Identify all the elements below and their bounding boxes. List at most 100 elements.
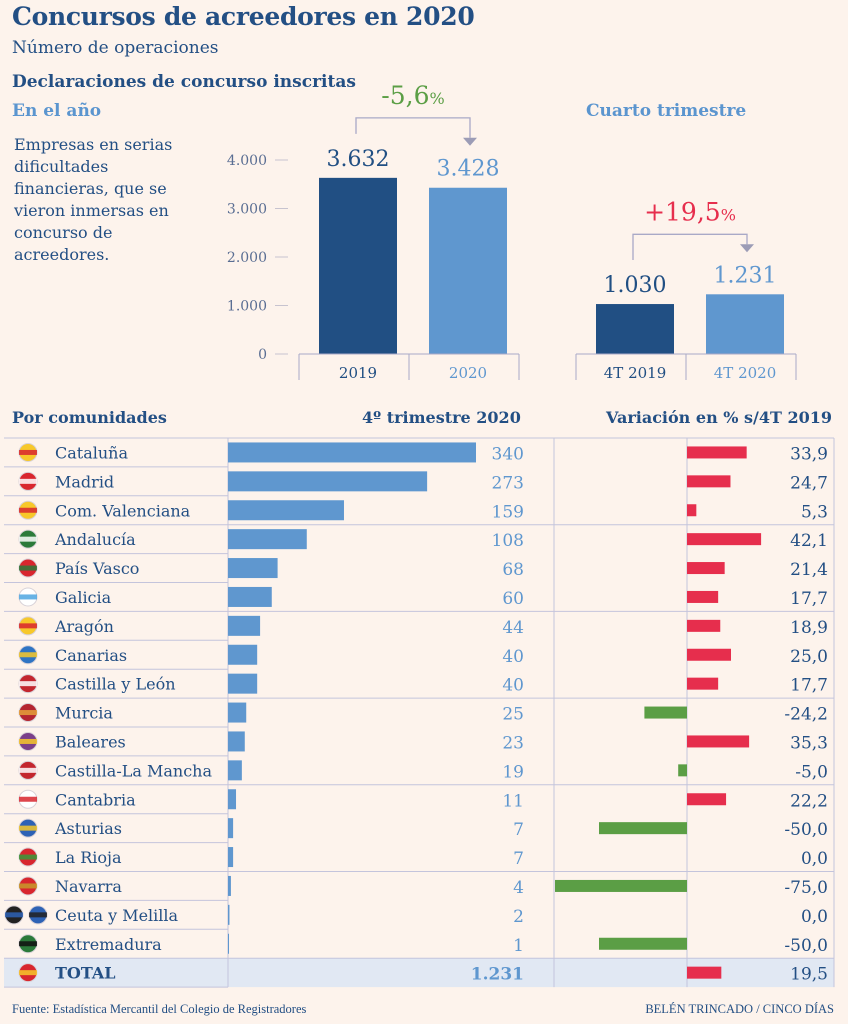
variation-value-label: 17,7 [790,589,828,609]
variation-value-label: -5,0 [795,762,828,782]
chart-quarter-title: Cuarto trimestre [586,101,747,121]
variation-bar-negative [644,706,687,719]
flag-murcia-icon [18,703,38,723]
variation-bar-negative [678,764,687,777]
region-name: Castilla y León [55,675,176,694]
q4-bar [228,731,245,752]
q4-bar [228,702,247,723]
q4-value-label: 108 [492,531,524,551]
year-bar-2019 [319,177,397,354]
variation-bar-positive [687,735,750,748]
region-name: Asturias [54,819,122,838]
flag-castilla-leon-icon [18,674,38,694]
quarter-change-value: +19,5 [644,197,721,226]
flag-galicia-icon [18,587,38,607]
variation-value-label: -24,2 [784,705,828,725]
variation-bar-negative [599,937,687,950]
q4-value-label: 7 [513,820,524,840]
year-change-bracket [355,117,471,138]
flag-cantabria-icon [18,789,38,809]
y-tick-label: 0 [258,347,267,363]
q4-bar [228,875,231,896]
variation-value-label: 5,3 [801,502,828,522]
total-label: TOTAL [55,964,116,983]
flag-navarra-icon [18,876,38,896]
variation-bar-positive [687,966,722,979]
q4-bar [228,586,272,607]
q4-bar [228,818,234,839]
region-name: Aragón [54,617,114,636]
q4-bar [228,673,258,694]
q4-value-label: 11 [502,791,524,811]
q4-bar [228,847,234,868]
flag-stripe [5,912,23,918]
quarter-arrow-icon [740,244,754,253]
flag-la-rioja-icon [18,847,38,867]
flag-stripe [19,796,37,802]
q4-value-label: 44 [502,618,524,638]
q4-bar [228,615,261,636]
region-name: Com. Valenciana [55,501,191,520]
flag-stripe [19,478,37,484]
flag-ceuta-melilla-icon [4,905,24,925]
flag-canarias-icon [18,645,38,665]
flag-stripe [19,652,37,658]
q4-value-label: 1 [513,936,524,956]
variation-value-label: -75,0 [784,878,828,898]
variation-value-label: 18,9 [790,618,828,638]
quarter-value-label: 1.231 [714,263,777,288]
table-header-region: Por comunidades [12,408,167,427]
flag-stripe [19,970,37,976]
y-tick-label: 2.000 [227,250,267,266]
variation-bar-positive [687,533,762,546]
variation-value-label: 33,9 [790,444,828,464]
source-note: Fuente: Estadística Mercantil del Colegi… [12,1002,307,1016]
variation-bar-positive [687,446,747,459]
year-arrow-icon [463,137,477,146]
variation-value-label: 22,2 [790,791,828,811]
region-name: Cataluña [55,443,128,462]
flag-stripe [19,536,37,542]
q4-value-label: 2 [513,907,524,927]
variation-bar-positive [687,504,697,517]
flag-cataluna-icon [18,442,38,462]
q4-bar [228,471,428,492]
variation-value-label: 35,3 [790,733,828,753]
flag-andalucia-icon [18,529,38,549]
variation-value-label: 24,7 [790,473,828,493]
y-tick-label: 3.000 [227,202,267,218]
year-value-label: 3.632 [327,147,390,172]
variation-value-label: 17,7 [790,676,828,696]
variation-value-label: 25,0 [790,647,828,667]
region-name: Extremadura [55,935,162,954]
q4-bar [228,933,229,954]
variation-bar-positive [687,590,719,603]
year-change-unit: % [430,89,445,108]
variation-bar-negative [599,822,687,835]
q4-value-label: 40 [502,676,524,696]
year-value-label: 3.428 [437,157,500,182]
variation-bar-positive [687,677,719,690]
flag-ceuta-melilla-icon [28,905,48,925]
flag-stripe [19,854,37,860]
q4-value-label: 340 [492,444,524,464]
quarter-change-unit: % [721,205,736,224]
region-name: La Rioja [55,848,122,867]
year-category-label: 2019 [339,364,377,382]
flag-madrid-icon [18,471,38,491]
variation-value-label: -50,0 [784,820,828,840]
region-name: Cantabria [55,790,136,809]
q4-bar [228,442,476,463]
table-header-variation: Variación en % s/4T 2019 [606,408,833,427]
region-name: Madrid [55,472,114,491]
variation-value-label: 0,0 [801,907,828,927]
q4-bar [228,558,278,579]
quarter-bar-4T-2020 [706,294,784,354]
flag-baleares-icon [18,731,38,751]
variation-bar-positive [687,648,731,661]
flag-stripe [19,883,37,889]
flag-stripe [19,565,37,571]
section-heading: Declaraciones de concurso inscritas [12,72,356,92]
page-subtitle: Número de operaciones [12,38,219,58]
variation-value-label: 19,5 [790,965,828,985]
